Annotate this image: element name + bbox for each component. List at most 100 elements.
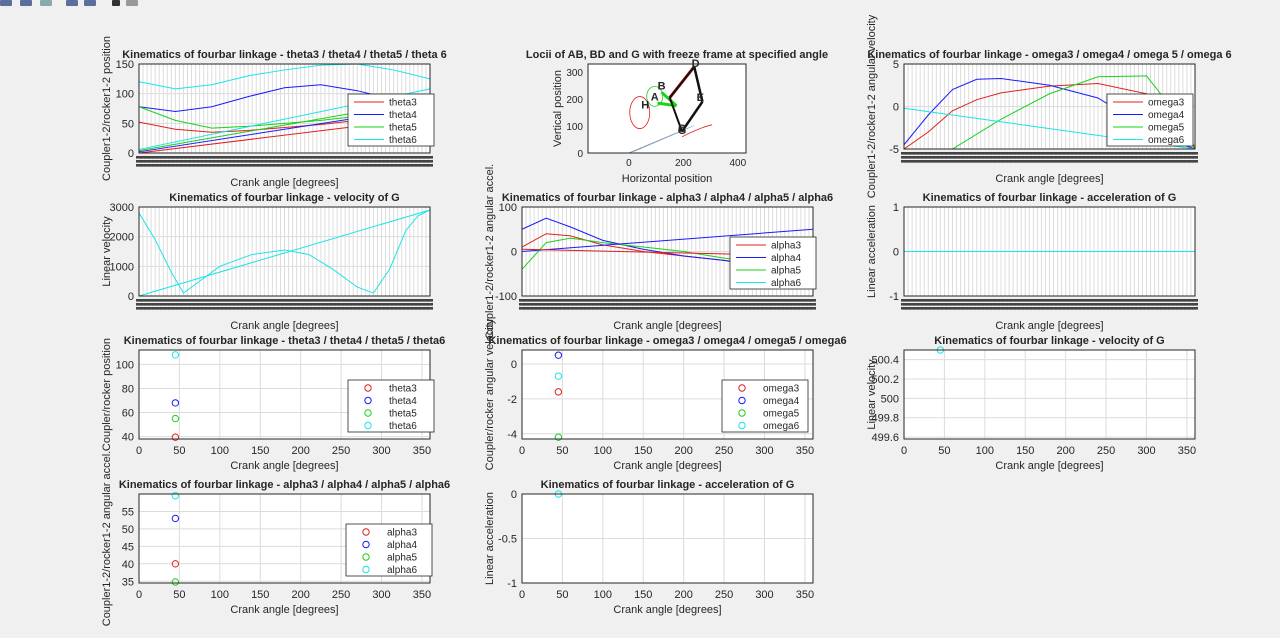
x-axis-label: Crank angle [degrees] bbox=[230, 177, 338, 189]
tick-label-mark bbox=[269, 164, 276, 167]
tick-label-mark bbox=[725, 299, 732, 302]
tick-label-mark bbox=[1103, 303, 1110, 306]
tick-label-mark bbox=[1171, 307, 1178, 310]
y-tick-label: 200 bbox=[566, 95, 583, 106]
pointer-icon[interactable] bbox=[112, 0, 120, 6]
new-figure-icon[interactable] bbox=[0, 0, 12, 6]
tick-label-mark bbox=[354, 307, 361, 310]
legend-label: theta4 bbox=[389, 110, 417, 121]
tick-label-mark bbox=[680, 303, 687, 306]
axes-frame bbox=[903, 206, 1196, 297]
tick-label-mark bbox=[338, 299, 345, 302]
y-tick-label: 499.8 bbox=[871, 413, 899, 425]
tick-label-mark bbox=[953, 303, 960, 306]
tick-label-mark bbox=[607, 303, 614, 306]
tick-label-mark bbox=[188, 307, 195, 310]
tick-label-mark bbox=[929, 152, 936, 155]
tick-label-mark bbox=[293, 299, 300, 302]
tick-label-mark bbox=[1082, 299, 1089, 302]
tick-label-mark bbox=[1119, 160, 1126, 163]
tick-label-mark bbox=[945, 156, 952, 159]
figure-toolbar bbox=[0, 0, 1280, 8]
y-tick-label: 0 bbox=[893, 102, 899, 114]
y-tick-label: 60 bbox=[122, 408, 134, 420]
tick-label-mark bbox=[152, 307, 159, 310]
tick-label-mark bbox=[1010, 307, 1017, 310]
tick-label-mark bbox=[402, 164, 409, 167]
tick-label-mark bbox=[535, 303, 542, 306]
linkage-rocker bbox=[693, 66, 704, 103]
tick-label-mark bbox=[321, 160, 328, 163]
insert-icon[interactable] bbox=[84, 0, 96, 6]
tick-label-mark bbox=[208, 164, 215, 167]
tick-label-mark bbox=[961, 299, 968, 302]
tick-label-mark bbox=[810, 303, 816, 306]
tick-label-mark bbox=[382, 156, 389, 159]
tick-label-mark bbox=[1123, 307, 1130, 310]
tick-label-mark bbox=[993, 299, 1000, 302]
tick-label-mark bbox=[1086, 299, 1093, 302]
tick-label-mark bbox=[1090, 303, 1097, 306]
tick-label-mark bbox=[519, 307, 525, 310]
tick-label-mark bbox=[220, 303, 227, 306]
tick-label-mark bbox=[321, 303, 328, 306]
y-tick-label: 50 bbox=[122, 118, 134, 130]
tick-label-mark bbox=[402, 303, 409, 306]
tick-label-mark bbox=[700, 299, 707, 302]
tick-label-mark bbox=[378, 303, 385, 306]
tick-label-mark bbox=[338, 303, 345, 306]
tick-label-mark bbox=[188, 299, 195, 302]
tick-label-mark bbox=[749, 307, 756, 310]
edit-plot-icon[interactable] bbox=[126, 0, 138, 6]
y-axis-label: Linear velocity bbox=[101, 216, 113, 287]
x-tick-label: 250 bbox=[332, 589, 350, 601]
tick-label-mark bbox=[334, 307, 341, 310]
tick-label-mark bbox=[539, 299, 546, 302]
tick-label-mark bbox=[224, 303, 231, 306]
tick-label-mark bbox=[555, 299, 562, 302]
tick-label-mark bbox=[957, 152, 964, 155]
tick-label-mark bbox=[346, 156, 353, 159]
tick-label-mark bbox=[1099, 299, 1106, 302]
data-point-omega4 bbox=[554, 351, 563, 359]
tick-label-mark bbox=[414, 156, 421, 159]
tick-label-mark bbox=[721, 307, 728, 310]
tick-label-mark bbox=[1034, 160, 1041, 163]
tick-label-mark bbox=[297, 303, 304, 306]
tick-label-mark bbox=[1115, 299, 1122, 302]
tick-label-mark bbox=[1070, 307, 1077, 310]
tick-label-mark bbox=[688, 307, 695, 310]
tick-label-mark bbox=[937, 299, 944, 302]
tick-label-mark bbox=[953, 152, 960, 155]
tick-label-mark bbox=[382, 164, 389, 167]
tick-label-mark bbox=[921, 160, 928, 163]
tick-label-mark bbox=[156, 156, 163, 159]
tick-label-mark bbox=[261, 160, 268, 163]
tick-label-mark bbox=[378, 307, 385, 310]
tick-label-mark bbox=[216, 156, 223, 159]
tick-label-mark bbox=[1014, 160, 1021, 163]
tick-label-mark bbox=[330, 303, 336, 306]
tick-label-mark bbox=[289, 299, 296, 302]
tick-label-mark bbox=[346, 160, 353, 163]
tick-label-mark bbox=[1078, 307, 1085, 310]
tick-label-mark bbox=[273, 156, 280, 159]
tick-label-mark bbox=[543, 307, 550, 310]
tick-label-mark bbox=[1183, 299, 1190, 302]
save-icon[interactable] bbox=[40, 0, 52, 6]
point-label: A bbox=[651, 91, 659, 103]
tick-label-mark bbox=[575, 303, 582, 306]
open-icon[interactable] bbox=[20, 0, 32, 6]
tick-label-mark bbox=[1159, 160, 1166, 163]
tick-label-mark bbox=[1038, 299, 1045, 302]
y-tick-label: -5 bbox=[889, 144, 899, 156]
x-tick-label: 100 bbox=[211, 445, 229, 457]
tick-label-mark bbox=[1095, 152, 1101, 155]
tick-label-mark bbox=[725, 303, 732, 306]
tick-label-mark bbox=[708, 307, 715, 310]
print-icon[interactable] bbox=[66, 0, 78, 6]
tick-label-mark bbox=[192, 307, 199, 310]
